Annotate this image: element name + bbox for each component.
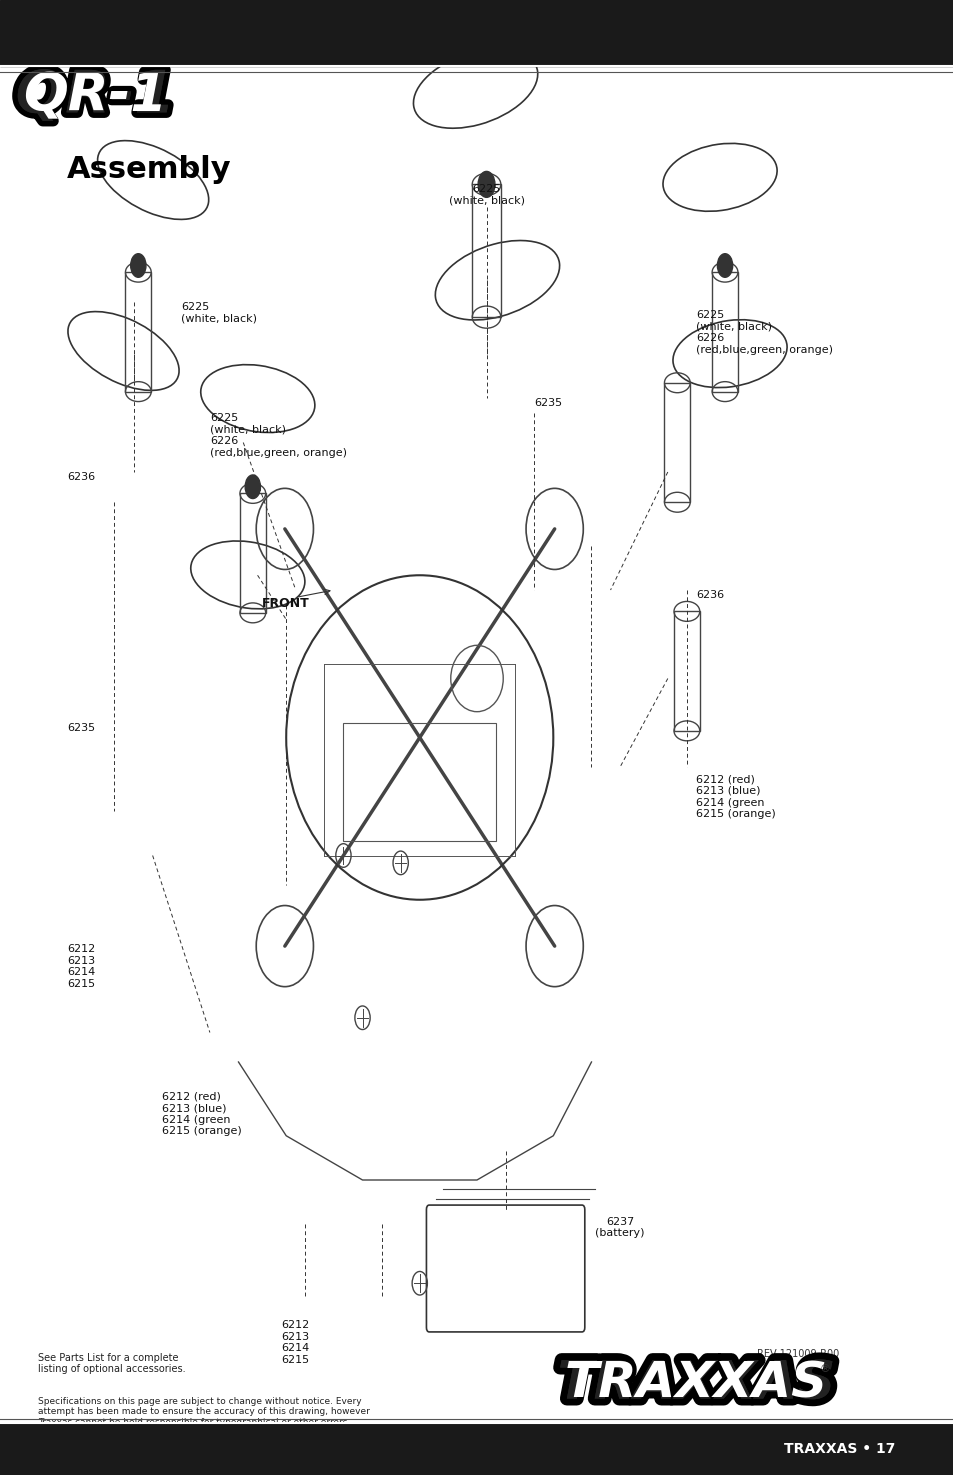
Text: FRONT: FRONT <box>262 597 310 611</box>
Text: 6225
(white, black)
6226
(red,blue,green, orange): 6225 (white, black) 6226 (red,blue,green… <box>696 310 833 354</box>
Bar <box>711 271 738 391</box>
Text: 6225
(white, black): 6225 (white, black) <box>181 302 257 324</box>
Text: 6225
(white, black): 6225 (white, black) <box>448 184 524 207</box>
Text: ®: ® <box>819 1364 830 1373</box>
Bar <box>0 1423 953 1475</box>
Bar <box>0 0 953 66</box>
Text: See Parts List for a complete
listing of optional accessories.: See Parts List for a complete listing of… <box>38 1353 186 1375</box>
Text: QR-1: QR-1 <box>15 68 175 124</box>
Text: TRAXXAS • 17: TRAXXAS • 17 <box>783 1443 894 1456</box>
Text: 6236: 6236 <box>67 472 94 482</box>
Bar <box>125 271 151 391</box>
Text: REV 121009-R00: REV 121009-R00 <box>757 1350 839 1358</box>
Text: 6235: 6235 <box>67 723 94 733</box>
Bar <box>663 382 689 502</box>
Text: TRAXXAS: TRAXXAS <box>564 1360 827 1407</box>
Text: 6237
(battery): 6237 (battery) <box>595 1217 644 1239</box>
Circle shape <box>131 254 146 277</box>
Text: 6212
6213
6214
6215: 6212 6213 6214 6215 <box>281 1320 310 1364</box>
Text: 6212
6213
6214
6215: 6212 6213 6214 6215 <box>67 944 95 988</box>
Circle shape <box>245 475 260 499</box>
Bar <box>343 723 496 841</box>
Bar <box>472 184 500 317</box>
Text: 6225
(white, black)
6226
(red,blue,green, orange): 6225 (white, black) 6226 (red,blue,green… <box>210 413 347 457</box>
Text: 6235: 6235 <box>534 398 561 409</box>
Bar <box>673 611 700 730</box>
Text: 6236: 6236 <box>696 590 723 600</box>
Text: QR-1: QR-1 <box>23 69 168 122</box>
Circle shape <box>717 254 732 277</box>
Text: Assembly: Assembly <box>67 155 232 184</box>
Bar <box>240 493 265 614</box>
Text: 6212 (red)
6213 (blue)
6214 (green
6215 (orange): 6212 (red) 6213 (blue) 6214 (green 6215 … <box>696 774 776 819</box>
Circle shape <box>477 171 495 198</box>
Text: Specifications on this page are subject to change without notice. Every
attempt : Specifications on this page are subject … <box>38 1397 370 1426</box>
Text: TRAXXAS: TRAXXAS <box>557 1357 835 1410</box>
Text: 6212 (red)
6213 (blue)
6214 (green
6215 (orange): 6212 (red) 6213 (blue) 6214 (green 6215 … <box>162 1092 242 1136</box>
